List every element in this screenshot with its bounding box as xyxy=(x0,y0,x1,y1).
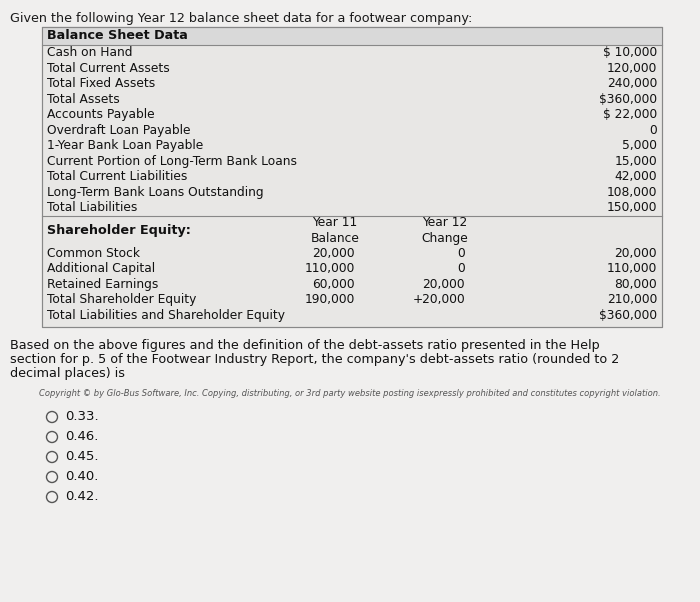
Text: 20,000: 20,000 xyxy=(312,247,355,259)
Text: Total Liabilities: Total Liabilities xyxy=(47,201,137,214)
Text: Based on the above figures and the definition of the debt-assets ratio presented: Based on the above figures and the defin… xyxy=(10,339,600,352)
Text: 150,000: 150,000 xyxy=(606,201,657,214)
Text: 20,000: 20,000 xyxy=(422,278,465,291)
Bar xyxy=(42,27,662,327)
Text: 20,000: 20,000 xyxy=(615,247,657,259)
Text: Balance Sheet Data: Balance Sheet Data xyxy=(47,29,188,42)
Text: Overdraft Loan Payable: Overdraft Loan Payable xyxy=(47,124,190,137)
Text: Common Stock: Common Stock xyxy=(47,247,140,259)
Text: Shareholder Equity:: Shareholder Equity: xyxy=(47,224,191,237)
Text: Total Liabilities and Shareholder Equity: Total Liabilities and Shareholder Equity xyxy=(47,309,285,321)
Text: decimal places) is: decimal places) is xyxy=(10,367,125,380)
Text: Copyright © by Glo-Bus Software, Inc. Copying, distributing, or 3rd party websit: Copyright © by Glo-Bus Software, Inc. Co… xyxy=(39,389,661,398)
Text: 0.40.: 0.40. xyxy=(65,471,99,483)
Text: 0: 0 xyxy=(457,262,465,275)
Text: 0.45.: 0.45. xyxy=(65,450,99,464)
Text: 15,000: 15,000 xyxy=(615,155,657,168)
Text: Long-Term Bank Loans Outstanding: Long-Term Bank Loans Outstanding xyxy=(47,186,264,199)
Text: 0: 0 xyxy=(650,124,657,137)
Text: 110,000: 110,000 xyxy=(607,262,657,275)
Bar xyxy=(42,27,662,45)
Text: 1-Year Bank Loan Payable: 1-Year Bank Loan Payable xyxy=(47,139,203,152)
Text: 210,000: 210,000 xyxy=(607,293,657,306)
Text: +20,000: +20,000 xyxy=(412,293,465,306)
Text: Year 12
Change: Year 12 Change xyxy=(421,216,468,245)
Text: Total Current Assets: Total Current Assets xyxy=(47,62,169,75)
Text: 110,000: 110,000 xyxy=(304,262,355,275)
Text: Current Portion of Long-Term Bank Loans: Current Portion of Long-Term Bank Loans xyxy=(47,155,297,168)
Text: Total Assets: Total Assets xyxy=(47,93,120,106)
Text: $ 22,000: $ 22,000 xyxy=(603,108,657,121)
Text: section for p. 5 of the Footwear Industry Report, the company's debt-assets rati: section for p. 5 of the Footwear Industr… xyxy=(10,353,620,366)
Text: Total Fixed Assets: Total Fixed Assets xyxy=(47,77,155,90)
Text: 0.42.: 0.42. xyxy=(65,491,99,503)
Text: Accounts Payable: Accounts Payable xyxy=(47,108,155,121)
Text: 0.46.: 0.46. xyxy=(65,430,99,444)
Text: Total Current Liabilities: Total Current Liabilities xyxy=(47,170,188,183)
Text: 108,000: 108,000 xyxy=(606,186,657,199)
Text: 80,000: 80,000 xyxy=(615,278,657,291)
Text: 0.33.: 0.33. xyxy=(65,411,99,423)
Text: 5,000: 5,000 xyxy=(622,139,657,152)
Text: Given the following Year 12 balance sheet data for a footwear company:: Given the following Year 12 balance shee… xyxy=(10,12,473,25)
Text: 60,000: 60,000 xyxy=(312,278,355,291)
Text: 0: 0 xyxy=(457,247,465,259)
Text: Year 11
Balance: Year 11 Balance xyxy=(311,216,359,245)
Text: 120,000: 120,000 xyxy=(607,62,657,75)
Text: 190,000: 190,000 xyxy=(304,293,355,306)
Text: Retained Earnings: Retained Earnings xyxy=(47,278,158,291)
Text: 42,000: 42,000 xyxy=(615,170,657,183)
Text: Cash on Hand: Cash on Hand xyxy=(47,46,132,59)
Text: Additional Capital: Additional Capital xyxy=(47,262,155,275)
Text: Total Shareholder Equity: Total Shareholder Equity xyxy=(47,293,197,306)
Text: $360,000: $360,000 xyxy=(599,93,657,106)
Text: $ 10,000: $ 10,000 xyxy=(603,46,657,59)
Bar xyxy=(42,27,662,327)
Text: $360,000: $360,000 xyxy=(599,309,657,321)
Text: 240,000: 240,000 xyxy=(607,77,657,90)
